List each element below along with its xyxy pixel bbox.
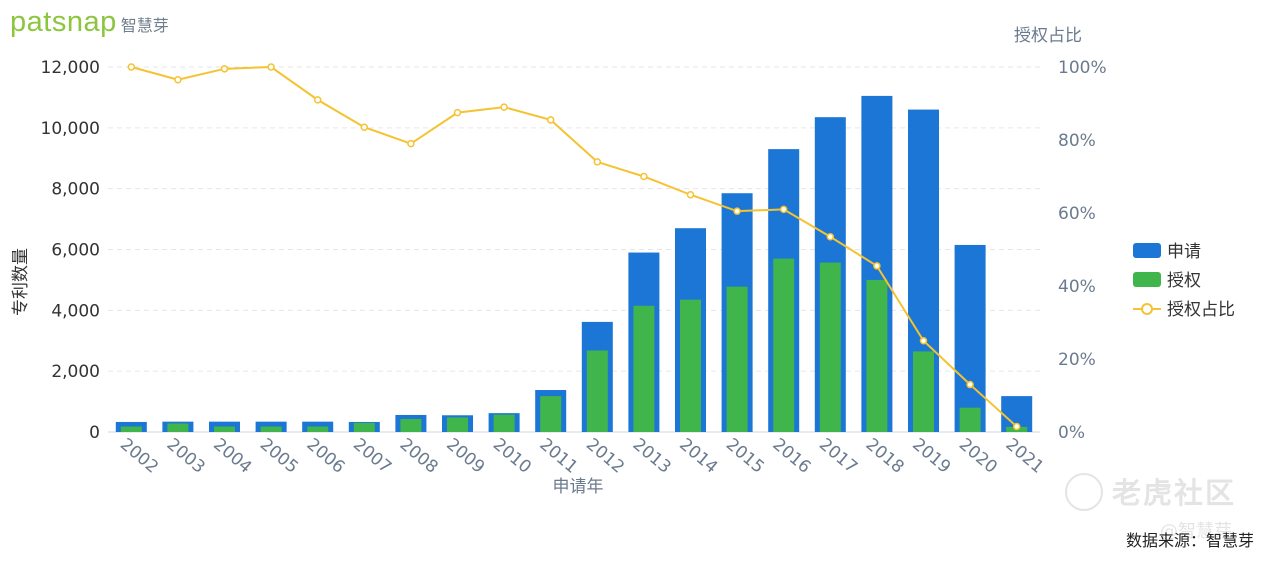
- bar-grant: [214, 426, 235, 432]
- ratio-point: [640, 172, 648, 181]
- x-tick-label: 2017: [815, 435, 861, 478]
- bar-grant: [773, 258, 795, 432]
- x-tick-label: 2021: [1001, 435, 1047, 478]
- x-tick-label: 2009: [442, 435, 488, 478]
- source-note: 数据来源：智慧芽: [1125, 531, 1254, 550]
- legend-apply-swatch: [1133, 243, 1161, 258]
- y2-tick-label: 100%: [1058, 58, 1107, 78]
- x-tick-label: 2013: [629, 435, 675, 478]
- y-tick-label: 6,000: [51, 241, 100, 261]
- y2-tick-label: 40%: [1058, 277, 1096, 297]
- bar-grant: [493, 414, 515, 432]
- bar-grant: [726, 286, 748, 432]
- y2-tick-label: 60%: [1058, 204, 1096, 224]
- x-tick-label: 2015: [722, 435, 768, 478]
- bar-grant: [447, 417, 468, 432]
- watermark-text: 老虎社区: [1112, 476, 1237, 510]
- legend-grant-label: 授权: [1167, 271, 1201, 291]
- ratio-point: [220, 65, 229, 73]
- watermark-subtext: @智慧芽: [1160, 521, 1232, 542]
- ratio-point: [546, 116, 555, 124]
- x-tick-label: 2011: [535, 435, 581, 478]
- x-tick-label: 2018: [862, 435, 908, 478]
- bar-grant: [959, 407, 981, 432]
- y-tick-label: 4,000: [51, 301, 100, 321]
- bar-grant: [120, 426, 142, 432]
- ratio-point: [966, 380, 974, 389]
- ratio-point: [500, 103, 508, 111]
- ratio-point: [127, 63, 136, 71]
- ratio-point: [1012, 422, 1021, 431]
- brand-logo: patsnap 智慧芽: [10, 8, 169, 37]
- watermark-logo-icon: [1065, 473, 1103, 511]
- ratio-point: [453, 108, 462, 117]
- y-tick-label: 0: [89, 423, 100, 443]
- bar-grant: [866, 279, 888, 432]
- ratio-point: [313, 96, 322, 104]
- bar-grant: [913, 351, 934, 432]
- bar-grant: [819, 262, 841, 432]
- legend-grant-swatch: [1133, 272, 1161, 287]
- x-tick-label: 2002: [116, 435, 162, 478]
- ratio-point: [267, 63, 275, 71]
- bar-grant: [586, 350, 608, 432]
- bar-grant: [307, 426, 329, 432]
- x-tick-label: 2012: [582, 435, 628, 478]
- ratio-point: [593, 158, 602, 166]
- y2-tick-label: 0%: [1058, 423, 1085, 443]
- x-tick-label: 2007: [349, 435, 395, 478]
- ratio-point: [733, 207, 741, 215]
- x-tick-label: 2003: [163, 435, 209, 478]
- ratio-point: [919, 337, 928, 345]
- x-tick-label: 2008: [396, 435, 442, 478]
- bar-grant: [260, 426, 282, 432]
- ratio-point: [174, 76, 182, 84]
- y-tick-label: 10,000: [41, 119, 100, 139]
- legend-apply-label: 申请: [1167, 242, 1201, 262]
- ratio-point: [407, 139, 415, 148]
- y-axis-title: 专利数量: [11, 248, 31, 316]
- ratio-line: [131, 65, 1018, 428]
- y2-tick-label: 20%: [1058, 350, 1096, 370]
- bar-grant: [353, 422, 375, 432]
- ratio-point: [873, 262, 881, 270]
- legend-ratio-marker: [1141, 303, 1153, 315]
- legend-ratio-label: 授权占比: [1167, 300, 1235, 320]
- ratio-point: [779, 205, 788, 214]
- y-tick-label: 2,000: [51, 362, 100, 382]
- x-axis-title: 申请年: [553, 477, 604, 497]
- bar-apply: [954, 244, 986, 432]
- ratio-point: [360, 123, 369, 131]
- x-tick-label: 2016: [768, 435, 814, 478]
- x-tick-label: 2010: [489, 435, 535, 478]
- bar-grant: [167, 423, 189, 432]
- logo-chinese: 智慧芽: [120, 16, 169, 35]
- x-tick-label: 2004: [209, 435, 255, 478]
- ratio-point: [826, 232, 835, 241]
- logo-wordmark: patsnap: [10, 6, 117, 38]
- y2-tick-label: 80%: [1058, 131, 1096, 151]
- bar-grant: [540, 396, 562, 432]
- y-tick-label: 12,000: [41, 58, 100, 78]
- x-tick-label: 2005: [256, 435, 302, 478]
- ratio-point: [686, 191, 695, 199]
- bar-grant: [633, 305, 655, 432]
- x-tick-label: 2020: [955, 435, 1001, 478]
- y-tick-label: 8,000: [51, 180, 100, 200]
- bar-grant: [400, 418, 422, 432]
- bar-grant: [680, 299, 701, 432]
- y2-axis-title: 授权占比: [1014, 26, 1082, 46]
- x-tick-label: 2019: [908, 435, 954, 478]
- x-tick-label: 2006: [302, 435, 348, 478]
- x-tick-label: 2014: [675, 435, 721, 478]
